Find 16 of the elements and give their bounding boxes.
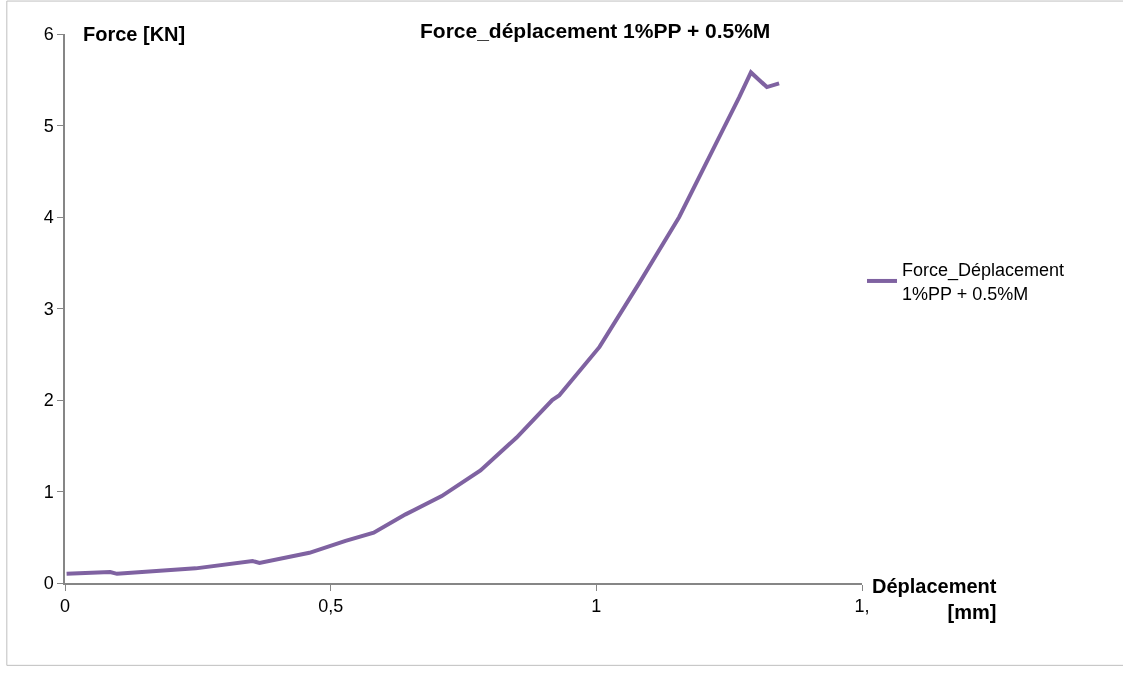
y-tick-label: 2 [43, 390, 54, 411]
x-tick-label: 0,5 [318, 596, 344, 617]
y-tick-label: 5 [43, 115, 54, 136]
x-tick-label: 0 [59, 596, 71, 617]
y-tick-label: 0 [43, 573, 54, 594]
y-tick-label: 4 [43, 207, 54, 228]
x-axis-title: Déplacement [mm] [872, 575, 997, 623]
legend-label: Force_Déplacement 1%PP + 0.5%M [902, 260, 1065, 304]
chart-title: Force_déplacement 1%PP + 0.5%M [420, 18, 771, 42]
y-tick-label: 1 [43, 481, 54, 502]
x-tick-label: 1 [591, 596, 602, 617]
y-axis-title: Force [KN] [83, 23, 186, 45]
y-tick-label: 3 [43, 298, 54, 319]
line-series [65, 70, 782, 576]
y-tick-label: 6 [43, 24, 54, 45]
x-tick-label: 1, [854, 596, 870, 617]
